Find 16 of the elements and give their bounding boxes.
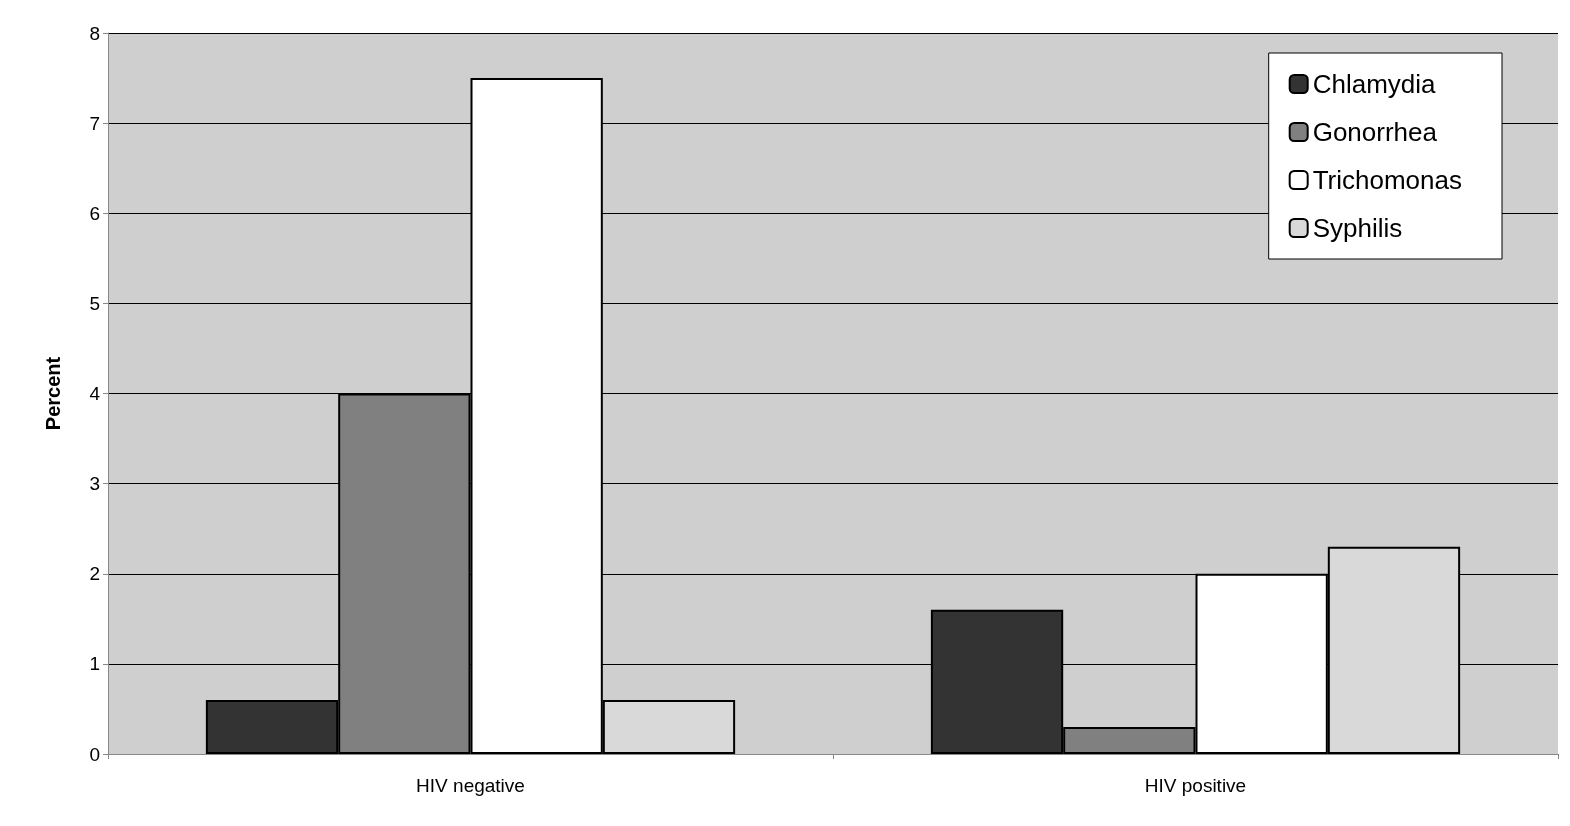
- y-tick-label: 3: [89, 473, 100, 495]
- y-tick-label: 6: [89, 202, 100, 224]
- legend-label: Trichomonas: [1312, 165, 1462, 195]
- y-tick-label: 0: [89, 743, 100, 765]
- x-tick-label: HIV negative: [416, 775, 525, 796]
- y-axis-title: Percent: [42, 356, 64, 431]
- y-tick-label: 4: [89, 383, 101, 404]
- legend-label: Syphilis: [1312, 213, 1403, 243]
- y-tick-label: 1: [89, 653, 100, 675]
- y-tick-label: 5: [89, 292, 100, 314]
- x-tick-label: HIV positive: [1144, 775, 1247, 796]
- y-tick-label: 2: [89, 563, 100, 585]
- y-tick-label: 7: [89, 112, 100, 134]
- y-tick-label: 8: [89, 22, 100, 44]
- legend-label: Chlamydia: [1312, 69, 1437, 99]
- legend-label: Gonorrhea: [1312, 117, 1438, 147]
